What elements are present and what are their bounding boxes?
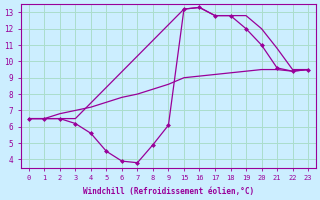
X-axis label: Windchill (Refroidissement éolien,°C): Windchill (Refroidissement éolien,°C)	[83, 187, 254, 196]
